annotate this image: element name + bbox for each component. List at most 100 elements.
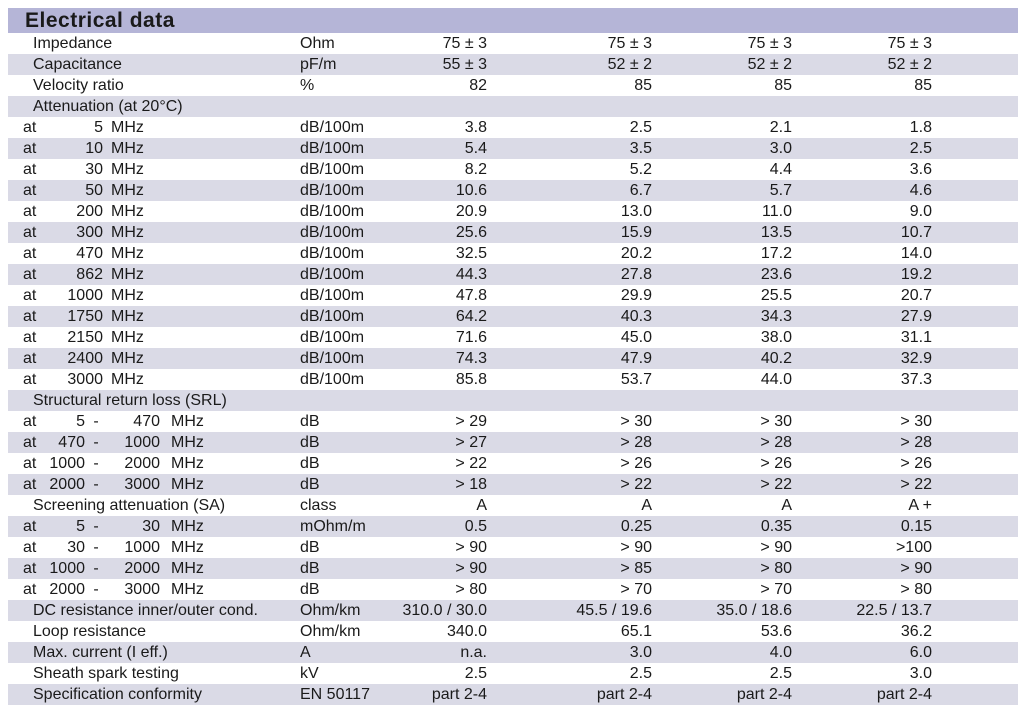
freq-prefix: at	[23, 560, 37, 577]
row-value-col-4: 75 ± 3	[887, 35, 932, 52]
freq-range-from: 2000	[49, 581, 85, 598]
row-parameter-label: at 1000- 2000 MHz	[8, 558, 288, 579]
row-value-col-1	[388, 390, 487, 411]
row-value-col-2: part 2-4	[596, 686, 652, 703]
row-value-col-3	[652, 96, 792, 117]
freq-prefix: at	[23, 161, 37, 178]
row-parameter-label: at 5- 470 MHz	[8, 411, 288, 432]
table-row: at 470- 1000 MHz dB > 27 > 28 > 28 > 28	[8, 432, 1018, 453]
freq-unit: MHz	[111, 140, 144, 157]
row-unit: dB/100m	[300, 224, 365, 241]
table-row: Sheath spark testing kV 2.5 2.5 2.5 3.0	[8, 663, 1018, 684]
table-row: at 1000 MHz dB/100m 47.8 29.9 25.5 20.7	[8, 285, 1018, 306]
freq-range-from: 5	[76, 413, 85, 430]
freq-unit: MHz	[111, 266, 144, 283]
row-value-col-2	[487, 390, 652, 411]
row-unit: dB/100m	[300, 308, 365, 325]
row-unit: dB/100m	[300, 140, 365, 157]
row-value-col-3: 0.35	[760, 518, 792, 535]
row-value-col-3: > 26	[760, 455, 792, 472]
row-unit: dB/100m	[300, 245, 365, 262]
row-value-col-1: 32.5	[455, 245, 487, 262]
row-value-col-1: 5.4	[464, 140, 487, 157]
row-value-col-3: > 28	[760, 434, 792, 451]
row-value-col-4: 37.3	[900, 371, 932, 388]
row-parameter-label: at 200 MHz	[8, 201, 288, 222]
row-value-col-1: > 27	[455, 434, 487, 451]
row-unit: A	[300, 644, 311, 661]
row-value-col-1: 85.8	[455, 371, 487, 388]
row-value-col-3: > 22	[760, 476, 792, 493]
row-unit: Ohm/km	[300, 623, 361, 640]
row-unit: dB/100m	[300, 182, 365, 199]
row-value-col-4: 31.1	[900, 329, 932, 346]
row-unit: dB/100m	[300, 371, 365, 388]
row-value-col-4: 3.6	[909, 161, 932, 178]
freq-unit: MHz	[171, 560, 204, 577]
row-value-col-2: 0.25	[620, 518, 652, 535]
freq-value: 862	[76, 266, 103, 283]
freq-range-to: 3000	[124, 581, 160, 598]
row-value-col-2: A	[641, 497, 652, 514]
table-row: Screening attenuation (SA) class A A A A…	[8, 495, 1018, 516]
row-parameter-label: at 3000 MHz	[8, 369, 288, 390]
table-row: at 5- 470 MHz dB > 29 > 30 > 30 > 30	[8, 411, 1018, 432]
row-value-col-3: 44.0	[760, 371, 792, 388]
row-parameter-label: at 5 MHz	[8, 117, 288, 138]
freq-unit: MHz	[111, 224, 144, 241]
freq-unit: MHz	[171, 455, 204, 472]
row-value-col-2: 45.5 / 19.6	[576, 602, 652, 619]
row-value-col-3: > 80	[760, 560, 792, 577]
freq-unit: MHz	[111, 350, 144, 367]
row-unit: dB/100m	[300, 329, 365, 346]
row-parameter-label: at 1750 MHz	[8, 306, 288, 327]
table-row: at 30 MHz dB/100m 8.2 5.2 4.4 3.6	[8, 159, 1018, 180]
row-value-col-2: 27.8	[620, 266, 652, 283]
row-value-col-3: 3.0	[769, 140, 792, 157]
freq-range-to: 1000	[124, 539, 160, 556]
row-value-col-1: 44.3	[455, 266, 487, 283]
freq-unit: MHz	[111, 245, 144, 262]
row-value-col-2: 53.7	[620, 371, 652, 388]
row-unit	[288, 96, 388, 117]
row-value-col-4: > 26	[900, 455, 932, 472]
row-value-col-1: 75 ± 3	[442, 35, 487, 52]
freq-range-to: 1000	[124, 434, 160, 451]
table-row: DC resistance inner/outer cond. Ohm/km 3…	[8, 600, 1018, 621]
row-value-col-3: 85	[774, 77, 792, 94]
freq-value: 2150	[67, 329, 103, 346]
row-parameter-label: at 2000- 3000 MHz	[8, 579, 288, 600]
freq-range-dash: -	[93, 518, 99, 535]
freq-range-dash: -	[93, 560, 99, 577]
row-value-col-2: 6.7	[629, 182, 652, 199]
row-value-col-2: 52 ± 2	[607, 56, 652, 73]
row-parameter-label: at 470 MHz	[8, 243, 288, 264]
table-row: at 30- 1000 MHz dB > 90 > 90 > 90 >100	[8, 537, 1018, 558]
row-value-col-2: 2.5	[629, 119, 652, 136]
freq-range-dash: -	[93, 413, 99, 430]
freq-prefix: at	[23, 581, 37, 598]
row-value-col-2: > 90	[620, 539, 652, 556]
row-value-col-4: >100	[895, 539, 932, 556]
freq-prefix: at	[23, 350, 37, 367]
row-parameter-label: DC resistance inner/outer cond.	[33, 602, 258, 619]
row-value-col-4: 4.6	[909, 182, 932, 199]
row-unit: dB/100m	[300, 287, 365, 304]
row-value-col-3: > 30	[760, 413, 792, 430]
row-value-col-1: > 18	[455, 476, 487, 493]
row-parameter-label: Max. current (I eff.)	[33, 644, 168, 661]
row-value-col-3: 40.2	[760, 350, 792, 367]
row-unit: Ohm/km	[300, 602, 361, 619]
freq-unit: MHz	[111, 371, 144, 388]
row-value-col-1: 47.8	[455, 287, 487, 304]
row-value-col-4: 36.2	[900, 623, 932, 640]
row-value-col-4: 32.9	[900, 350, 932, 367]
row-value-col-4: 20.7	[900, 287, 932, 304]
freq-prefix: at	[23, 476, 37, 493]
row-value-col-4: > 28	[900, 434, 932, 451]
freq-unit: MHz	[171, 518, 204, 535]
row-value-col-2: 45.0	[620, 329, 652, 346]
row-value-col-3: 52 ± 2	[747, 56, 792, 73]
row-value-col-1: 10.6	[455, 182, 487, 199]
freq-range-from: 470	[58, 434, 85, 451]
